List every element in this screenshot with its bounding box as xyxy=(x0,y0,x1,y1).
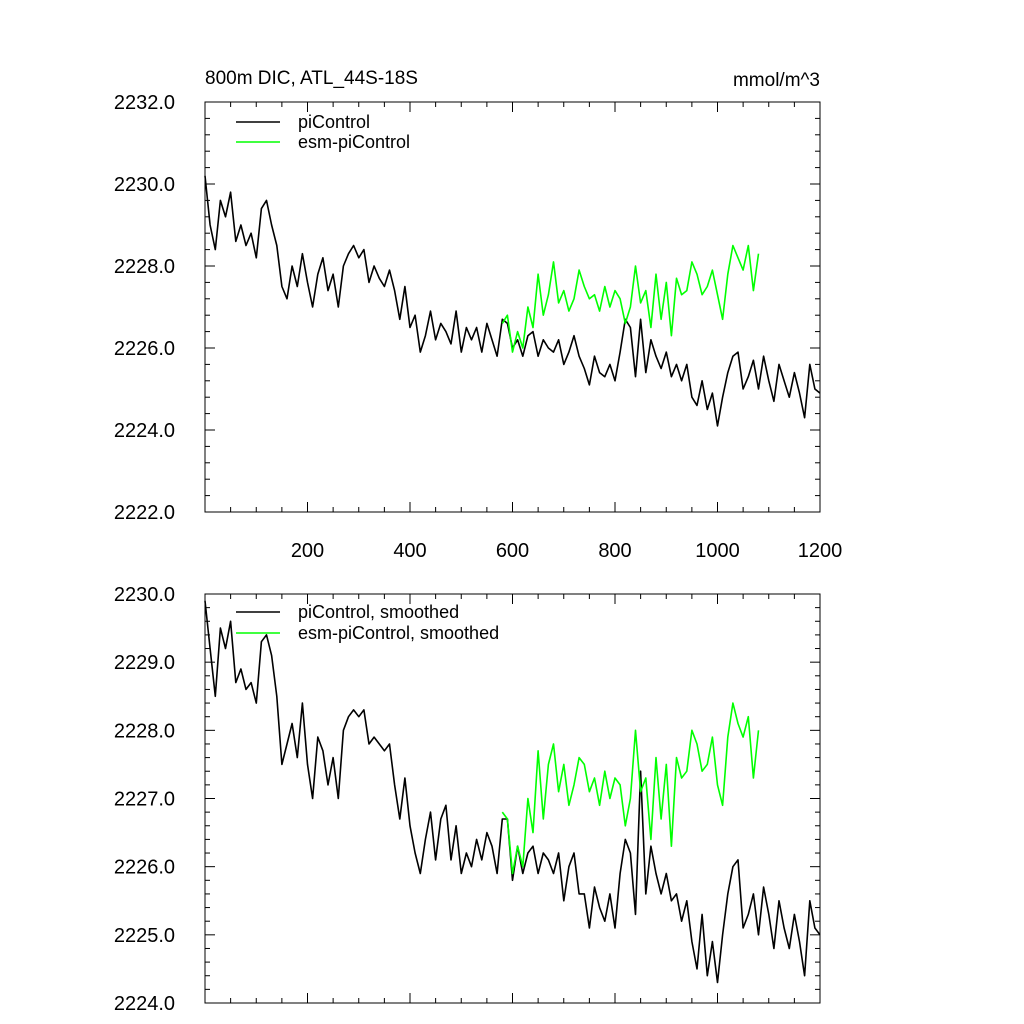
top-legend-label: piControl xyxy=(298,112,370,132)
top-legend-label: esm-piControl xyxy=(298,132,410,152)
bottom-y-tick-label: 2229.0 xyxy=(114,652,175,674)
top-x-tick-label: 200 xyxy=(291,540,324,562)
top-x-tick-label: 600 xyxy=(496,540,529,562)
top-x-tick-label: 400 xyxy=(393,540,426,562)
top-plot-frame xyxy=(204,101,821,513)
bottom-y-tick-label: 2224.0 xyxy=(114,993,175,1015)
bottom-y-tick-label: 2227.0 xyxy=(114,789,175,811)
top-panel: 800m DIC, ATL_44S-18S mmol/m^3 200 400 600… xyxy=(114,68,842,562)
bottom-series-line-picontrol xyxy=(204,600,821,984)
bottom-legend-label: piControl, smoothed xyxy=(298,602,459,622)
bottom-y-tick-label: 2225.0 xyxy=(114,925,175,947)
bottom-legend-label: esm-piControl, smoothed xyxy=(298,623,499,643)
top-y-tick-label: 2232.0 xyxy=(114,92,175,114)
bottom-y-tick-label: 2230.0 xyxy=(114,584,175,606)
top-y-tick-label: 2230.0 xyxy=(114,174,175,196)
top-panel-units: mmol/m^3 xyxy=(733,70,820,91)
top-y-tick-label: 2226.0 xyxy=(114,338,175,360)
top-panel-title: 800m DIC, ATL_44S-18S xyxy=(205,68,418,89)
top-x-tick-label: 800 xyxy=(598,540,631,562)
bottom-y-tick-label: 2228.0 xyxy=(114,720,175,742)
bottom-series-line-esm-picontrol xyxy=(501,702,760,875)
bottom-panel: 2224.0 2225.0 2226.0 2227.0 2228.0 2229.0 2230… xyxy=(114,584,821,1015)
top-y-tick-label: 2228.0 xyxy=(114,256,175,278)
top-x-tick-label: 1000 xyxy=(695,540,740,562)
top-x-tick-label: 1200 xyxy=(798,540,843,562)
top-y-tick-label: 2222.0 xyxy=(114,502,175,524)
top-y-tick-label: 2224.0 xyxy=(114,420,175,442)
bottom-y-tick-label: 2226.0 xyxy=(114,857,175,879)
top-series-line-picontrol xyxy=(204,175,821,427)
top-series-line-esm-picontrol xyxy=(501,244,760,353)
bottom-plot-frame xyxy=(204,593,821,1004)
